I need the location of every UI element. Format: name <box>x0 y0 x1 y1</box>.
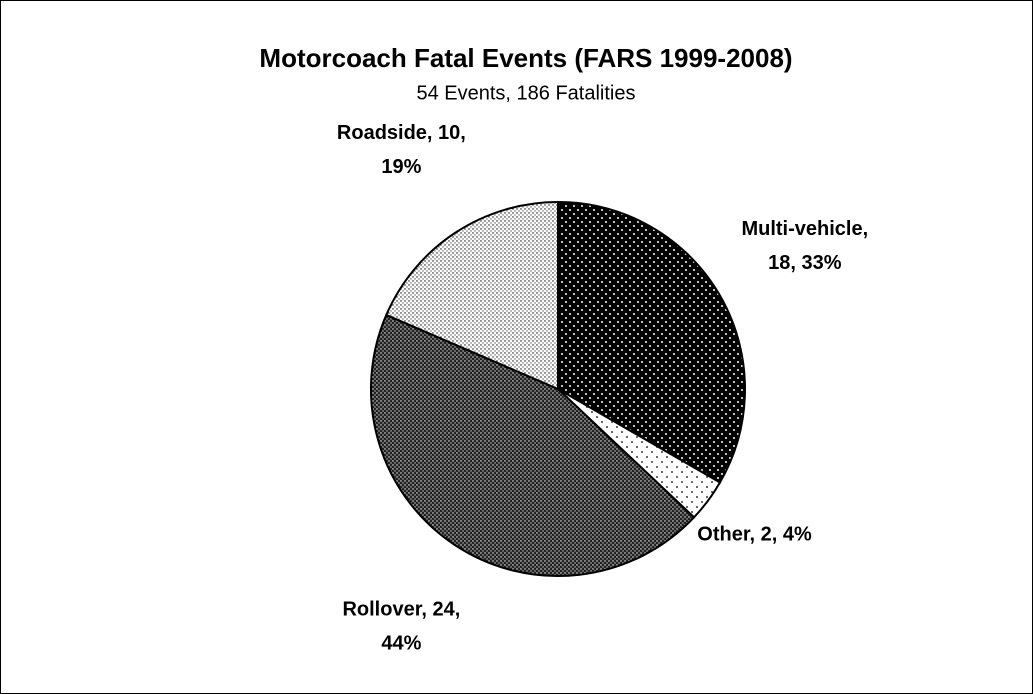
chart-title: Motorcoach Fatal Events (FARS 1999-2008) <box>259 43 792 73</box>
data-label: 19% <box>381 156 421 178</box>
data-label: Rollover, 24, <box>342 598 460 620</box>
data-label: 44% <box>381 632 421 654</box>
data-label: Other, 2, 4% <box>697 524 812 546</box>
pie-slice <box>384 200 559 391</box>
chart-subtitle: 54 Events, 186 Fatalities <box>416 82 635 104</box>
data-label: 18, 33% <box>768 252 842 274</box>
data-label: Multi-vehicle, <box>741 218 868 240</box>
data-label: Roadside, 10, <box>337 122 466 144</box>
pie-slice <box>370 313 696 577</box>
pie-slice <box>557 200 746 484</box>
